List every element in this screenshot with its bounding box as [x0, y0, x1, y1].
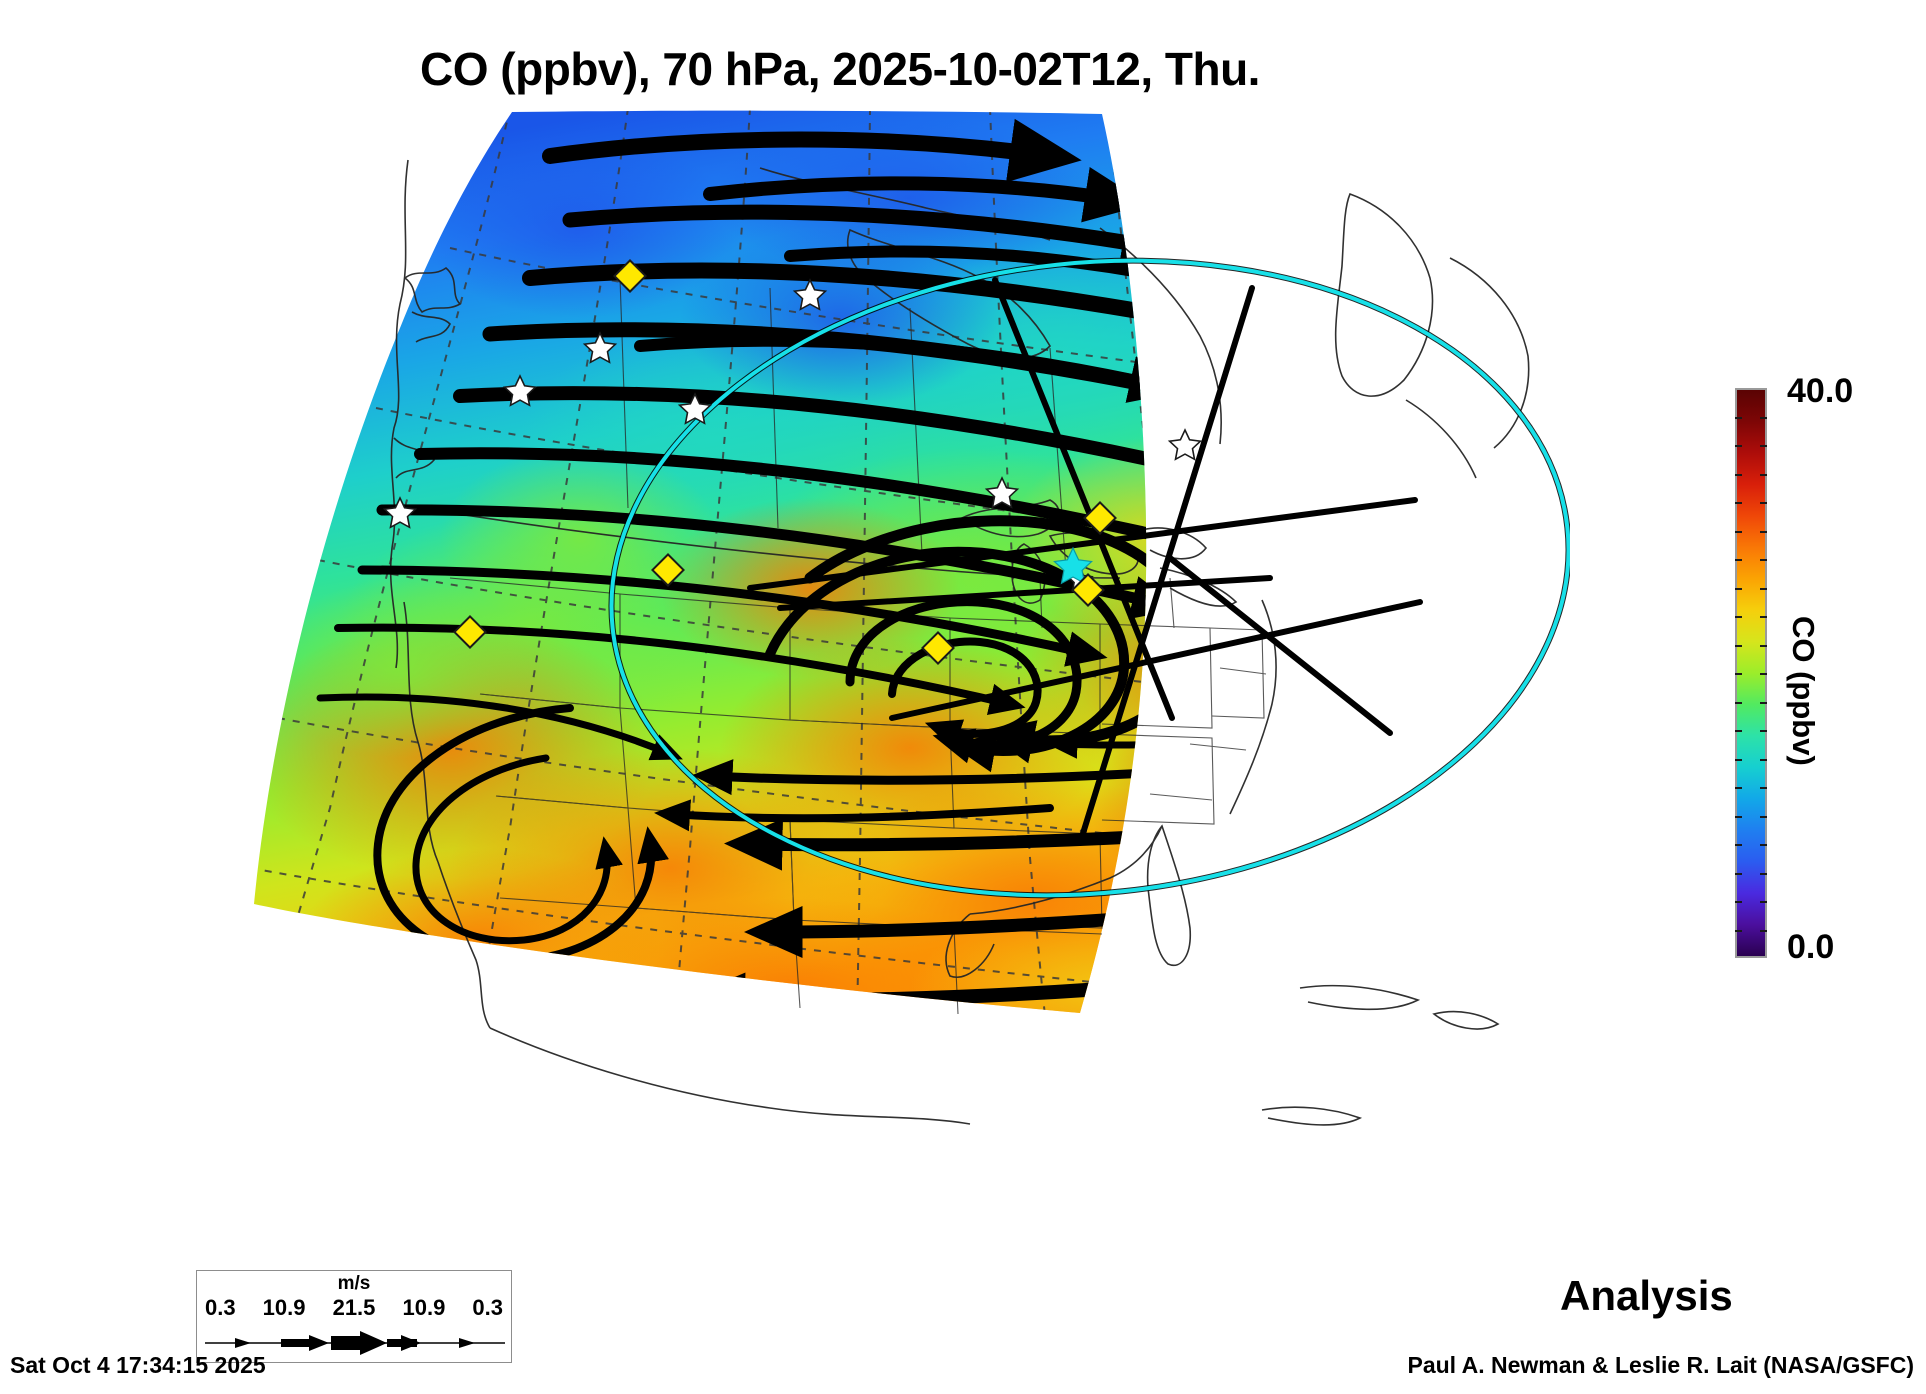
page-title: CO (ppbv), 70 hPa, 2025-10-02T12, Thu.: [420, 43, 1260, 95]
colorbar-tick: [1735, 673, 1742, 675]
colorbar-max-label: 40.0: [1787, 372, 1854, 410]
colorbar-tick: [1760, 473, 1767, 476]
range-ring-circle: [608, 257, 1570, 899]
colorbar-tick: [1760, 644, 1767, 647]
colorbar-tick: [1735, 701, 1742, 704]
site-diamond-markers[interactable]: [453, 259, 1117, 665]
wind-legend-arrow-glyph: [205, 1331, 505, 1355]
colorbar-tick: [1735, 901, 1742, 903]
wind-value-2: 10.9: [262, 1295, 306, 1320]
colorbar-tick: [1760, 787, 1767, 789]
wind-speed-legend: m/s 0.3 10.9 21.5 10.9 0.3: [196, 1270, 512, 1363]
colorbar-tick: [1735, 445, 1742, 447]
colorbar: 40.0 0.0 CO (ppbv): [1735, 372, 1905, 988]
colorbar-tick: [1760, 502, 1767, 504]
wind-legend-unit-label: m/s: [337, 1273, 371, 1294]
colorbar-tick: [1760, 587, 1767, 590]
colorbar-tick: [1760, 758, 1767, 761]
colorbar-tick: [1735, 587, 1742, 590]
colorbar-tick: [1760, 559, 1767, 561]
colorbar-tick: [1735, 502, 1742, 504]
colorbar-tick: [1760, 416, 1767, 419]
colorbar-tick: [1760, 701, 1767, 704]
colorbar-tick: [1760, 844, 1767, 846]
generation-timestamp: Sat Oct 4 17:34:15 2025: [10, 1352, 266, 1378]
colorbar-tick: [1735, 730, 1742, 732]
wind-value-4: 10.9: [402, 1295, 446, 1320]
colorbar-ticks: [1735, 388, 1767, 958]
colorbar-min-label: 0.0: [1787, 928, 1835, 966]
wind-value-5: 0.3: [472, 1295, 503, 1320]
colorbar-tick: [1735, 416, 1742, 419]
author-credit: Paul A. Newman & Leslie R. Lait (NASA/GS…: [1407, 1352, 1914, 1378]
colorbar-tick: [1760, 815, 1767, 818]
colorbar-tick: [1735, 815, 1742, 818]
analysis-label: Analysis: [1560, 1272, 1733, 1319]
colorbar-tick: [1735, 929, 1742, 932]
wind-value-3: 21.5: [332, 1295, 376, 1320]
colorbar-tick: [1760, 730, 1767, 732]
colorbar-axis-label: CO (ppbv): [1786, 616, 1821, 766]
colorbar-tick: [1760, 530, 1767, 533]
colorbar-tick: [1760, 872, 1767, 875]
colorbar-tick: [1735, 616, 1742, 618]
colorbar-tick: [1735, 787, 1742, 789]
flight-track-lines: [747, 277, 1423, 846]
colorbar-tick: [1735, 844, 1742, 846]
colorbar-tick: [1735, 758, 1742, 761]
wind-legend-values: 0.3 10.9 21.5 10.9 0.3: [205, 1295, 503, 1321]
colorbar-tick: [1735, 559, 1742, 561]
map-panel[interactable]: [150, 108, 1570, 1243]
colorbar-tick: [1760, 929, 1767, 932]
wind-value-1: 0.3: [205, 1295, 236, 1320]
colorbar-tick: [1735, 530, 1742, 533]
colorbar-tick: [1760, 901, 1767, 903]
colorbar-tick: [1735, 473, 1742, 476]
map-plot[interactable]: [150, 108, 1570, 1243]
colorbar-tick: [1760, 673, 1767, 675]
colorbar-tick: [1735, 872, 1742, 875]
center-star-marker[interactable]: [1053, 546, 1093, 585]
colorbar-tick: [1735, 644, 1742, 647]
colorbar-tick: [1760, 445, 1767, 447]
colorbar-tick: [1760, 616, 1767, 618]
